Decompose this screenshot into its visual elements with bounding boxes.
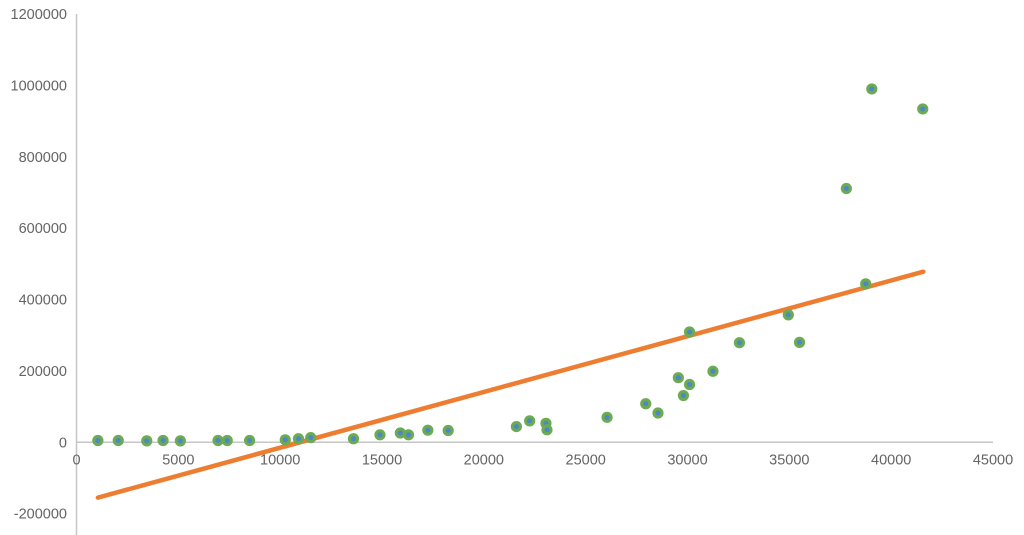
y-tick-label: 800000 <box>19 150 67 166</box>
data-point-inner <box>785 312 791 318</box>
x-tick-label: 25000 <box>566 453 606 469</box>
data-point-inner <box>604 414 610 420</box>
data-point-marker <box>92 434 104 447</box>
data-point-inner <box>377 432 383 438</box>
data-point-marker <box>221 434 233 447</box>
y-tick-label: 200000 <box>19 364 67 380</box>
data-point-marker <box>305 432 317 444</box>
y-tick-label: 1000000 <box>11 78 67 94</box>
data-point-inner <box>144 438 150 444</box>
data-point-inner <box>710 368 716 374</box>
data-point-marker <box>707 365 719 377</box>
data-point-inner <box>869 86 875 92</box>
data-point-marker <box>510 420 523 433</box>
data-point-inner <box>445 428 451 434</box>
x-tick-label: 10000 <box>260 453 300 469</box>
data-point-marker <box>782 309 794 321</box>
data-point-inner <box>177 438 183 444</box>
data-point-inner <box>643 401 649 407</box>
y-tick-label: 600000 <box>19 221 67 237</box>
y-tick-label: 1200000 <box>11 7 67 23</box>
data-point-inner <box>247 438 253 444</box>
tick-label-layer: -200000020000040000060000080000010000001… <box>11 7 1014 523</box>
data-point-marker <box>672 372 684 384</box>
data-point-inner <box>215 438 221 444</box>
data-points-layer <box>92 83 929 447</box>
x-tick-label: 15000 <box>362 453 402 469</box>
data-point-inner <box>425 427 431 433</box>
data-point-marker <box>112 434 124 447</box>
x-tick-label: 0 <box>72 453 80 469</box>
data-point-inner <box>655 410 661 416</box>
data-point-marker <box>374 429 386 441</box>
data-point-inner <box>736 340 742 346</box>
data-point-marker <box>866 83 878 95</box>
data-point-marker <box>860 278 872 290</box>
data-point-inner <box>160 438 166 444</box>
data-point-marker <box>793 336 806 348</box>
data-point-marker <box>524 415 536 427</box>
data-point-marker <box>402 429 415 441</box>
data-point-marker <box>601 411 613 423</box>
data-point-marker <box>212 434 224 447</box>
data-point-inner <box>405 432 411 438</box>
data-point-inner <box>95 438 101 444</box>
data-point-marker <box>347 433 360 445</box>
data-point-marker <box>422 424 434 436</box>
data-point-marker <box>683 326 696 338</box>
data-point-marker <box>174 435 186 447</box>
data-point-marker <box>442 424 454 437</box>
data-point-marker <box>279 434 291 446</box>
data-point-marker <box>541 424 553 436</box>
data-point-inner <box>797 339 803 345</box>
y-tick-label: -200000 <box>14 507 67 523</box>
x-tick-label: 5000 <box>162 453 194 469</box>
x-tick-label: 40000 <box>871 453 911 469</box>
data-point-marker <box>640 398 652 410</box>
data-point-inner <box>527 418 533 424</box>
data-point-marker <box>141 435 153 447</box>
x-tick-label: 45000 <box>973 453 1013 469</box>
data-point-inner <box>544 427 550 433</box>
data-point-marker <box>733 337 746 349</box>
data-point-marker <box>157 434 169 447</box>
data-point-marker <box>917 103 929 115</box>
data-point-inner <box>115 438 121 444</box>
data-point-inner <box>282 437 288 443</box>
x-tick-label: 35000 <box>769 453 809 469</box>
data-point-inner <box>224 438 230 444</box>
axes-layer <box>75 14 993 535</box>
data-point-inner <box>920 106 926 112</box>
data-point-inner <box>397 430 403 436</box>
data-point-inner <box>513 424 519 430</box>
x-tick-label: 20000 <box>464 453 504 469</box>
data-point-inner <box>687 329 693 335</box>
data-point-marker <box>292 433 305 445</box>
data-point-marker <box>683 378 696 391</box>
y-tick-label: 0 <box>59 435 67 451</box>
y-tick-label: 400000 <box>19 293 67 309</box>
data-point-inner <box>843 186 849 192</box>
data-point-marker <box>244 434 256 447</box>
data-point-inner <box>295 436 301 442</box>
data-point-inner <box>350 436 356 442</box>
data-point-marker <box>652 407 664 419</box>
trendline <box>95 269 926 500</box>
data-point-inner <box>863 281 869 287</box>
data-point-inner <box>680 393 686 399</box>
data-point-marker <box>840 182 852 195</box>
data-point-inner <box>687 381 693 387</box>
data-point-inner <box>308 435 314 441</box>
x-tick-label: 30000 <box>667 453 707 469</box>
data-point-inner <box>675 375 681 381</box>
data-point-marker <box>677 389 690 402</box>
trendline-layer <box>95 269 926 500</box>
